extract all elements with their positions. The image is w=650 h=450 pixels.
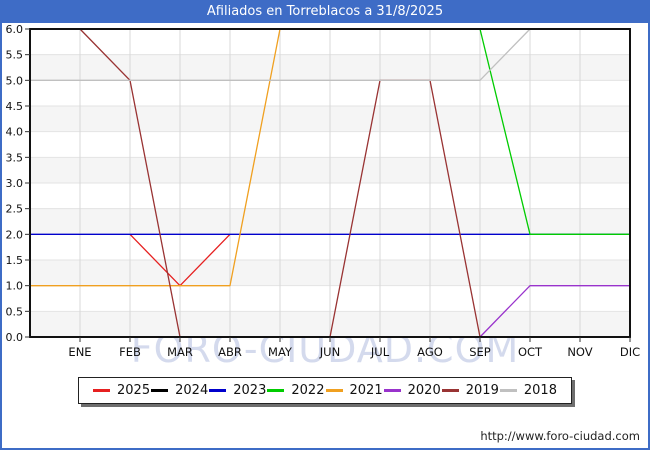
chart-title: Afiliados en Torreblacos a 31/8/2025 (0, 0, 650, 23)
y-axis-label-0.0: 0.0 (6, 331, 24, 344)
legend-label-2019: 2019 (465, 383, 499, 398)
legend-label-2022: 2022 (291, 383, 325, 398)
x-axis-label-MAY: MAY (268, 345, 293, 359)
y-axis-label-5.0: 5.0 (6, 74, 24, 87)
legend-swatch-2022 (267, 389, 285, 392)
legend-item-2021: 2021 (325, 383, 383, 398)
legend-label-2021: 2021 (349, 383, 383, 398)
y-axis-label-4.0: 4.0 (6, 126, 24, 139)
x-axis-label-JUL: JUL (370, 345, 390, 359)
x-axis-label-SEP: SEP (469, 345, 491, 359)
legend-swatch-2024 (151, 389, 169, 392)
legend-item-2019: 2019 (441, 383, 499, 398)
x-axis-label-OCT: OCT (518, 345, 543, 359)
y-axis-label-6.0: 6.0 (6, 23, 24, 36)
legend-item-2023: 2023 (209, 383, 266, 398)
y-axis-label-3.5: 3.5 (6, 151, 24, 164)
x-axis-label-MAR: MAR (167, 345, 193, 359)
x-axis-label-NOV: NOV (567, 345, 592, 359)
x-axis-label-JUN: JUN (319, 345, 340, 359)
y-axis-label-5.5: 5.5 (6, 49, 24, 62)
legend-swatch-2018 (499, 389, 517, 392)
footer-url-link[interactable]: http://www.foro-ciudad.com (480, 429, 640, 443)
legend-item-2018: 2018 (499, 383, 557, 398)
legend-item-2020: 2020 (383, 383, 441, 398)
y-axis-label-2.5: 2.5 (6, 203, 24, 216)
y-axis-label-1.5: 1.5 (6, 254, 24, 267)
y-axis-label-0.5: 0.5 (6, 305, 24, 318)
y-axis-label-4.5: 4.5 (6, 100, 24, 113)
legend-label-2020: 2020 (407, 383, 441, 398)
legend-item-2024: 2024 (151, 383, 208, 398)
legend: 2025 2024 2023 2022 2021 2020 2019 2018 (78, 377, 572, 404)
legend-swatch-2020 (383, 389, 401, 392)
legend-swatch-2021 (325, 389, 343, 392)
x-axis-label-AGO: AGO (417, 345, 443, 359)
series-line-2019 (79, 28, 630, 338)
legend-item-2025: 2025 (93, 383, 150, 398)
legend-item-2022: 2022 (267, 383, 324, 398)
legend-label-2025: 2025 (117, 383, 151, 398)
legend-label-2024: 2024 (175, 383, 209, 398)
legend-swatch-2025 (93, 389, 110, 392)
y-axis-label-3.0: 3.0 (6, 177, 24, 190)
legend-swatch-2019 (441, 389, 459, 392)
x-axis-label-DIC: DIC (620, 345, 640, 359)
x-axis-label-ENE: ENE (68, 345, 91, 359)
legend-swatch-2023 (209, 389, 227, 392)
legend-label-2018: 2018 (523, 383, 557, 398)
legend-label-2023: 2023 (233, 383, 267, 398)
y-axis-label-2.0: 2.0 (6, 228, 24, 241)
x-axis-label-ABR: ABR (218, 345, 242, 359)
y-axis-label-1.0: 1.0 (6, 280, 24, 293)
x-axis-label-FEB: FEB (119, 345, 141, 359)
line-chart: 0.0 0.5 1.0 1.5 2.0 2.5 3.0 3.5 4.0 4.5 5.0 5.5 6.0 E… (6, 23, 641, 359)
